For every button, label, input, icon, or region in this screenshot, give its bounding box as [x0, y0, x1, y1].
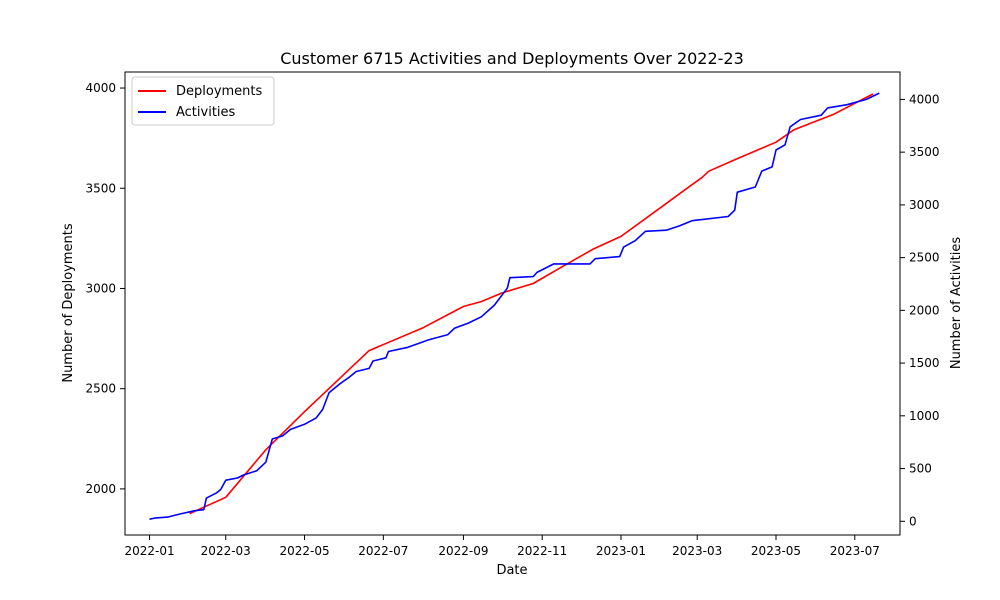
right-y-axis-label: Number of Activities: [949, 237, 964, 370]
x-tick-label: 2023-07: [830, 544, 880, 558]
x-tick-label: 2022-03: [201, 544, 251, 558]
right-y-tick-label: 1000: [909, 409, 940, 423]
left-y-axis: 2000 2500 3000 3500 4000: [85, 81, 125, 496]
x-tick-label: 2022-09: [438, 544, 488, 558]
legend-box: [131, 76, 275, 126]
x-tick-label: 2022-05: [279, 544, 329, 558]
chart-title: Customer 6715 Activities and Deployments…: [280, 49, 744, 68]
left-y-tick-label: 4000: [85, 81, 116, 95]
legend-label-activities: Activities: [176, 105, 236, 120]
left-y-tick-label: 2000: [85, 482, 116, 496]
x-tick-label: 2022-11: [517, 544, 567, 558]
right-y-tick-label: 4000: [909, 92, 940, 106]
right-y-tick-label: 2000: [909, 303, 940, 317]
right-y-tick-label: 500: [909, 462, 932, 476]
left-y-tick-label: 2500: [85, 382, 116, 396]
right-y-tick-label: 3500: [909, 145, 940, 159]
right-y-tick-label: 3000: [909, 198, 940, 212]
x-tick-label: 2023-05: [751, 544, 801, 558]
left-y-tick-label: 3000: [85, 281, 116, 295]
series-line-deployments: [189, 93, 874, 515]
right-y-tick-label: 0: [909, 514, 917, 528]
x-tick-label: 2022-01: [124, 544, 174, 558]
plot-area: [124, 71, 901, 536]
x-tick-label: 2023-03: [672, 544, 722, 558]
x-axis-label: Date: [496, 563, 527, 578]
legend-label-deployments: Deployments: [176, 84, 263, 99]
right-y-tick-label: 2500: [909, 251, 940, 265]
left-y-axis-label: Number of Deployments: [61, 223, 76, 383]
plot-frame: [124, 71, 901, 536]
series-layer: [149, 92, 880, 520]
x-tick-label: 2022-07: [358, 544, 408, 558]
right-y-tick-label: 1500: [909, 356, 940, 370]
x-axis: 2022-01 2022-03 2022-05 2022-07 2022-09 2022-…: [124, 535, 880, 558]
right-y-axis: 0 500 1000 1500 2000 2500 3000 3500 4000: [900, 92, 940, 528]
left-y-tick-label: 3500: [85, 181, 116, 195]
x-tick-label: 2023-01: [596, 544, 646, 558]
series-line-activities: [149, 92, 880, 520]
legend: Deployments Activities: [131, 76, 275, 126]
